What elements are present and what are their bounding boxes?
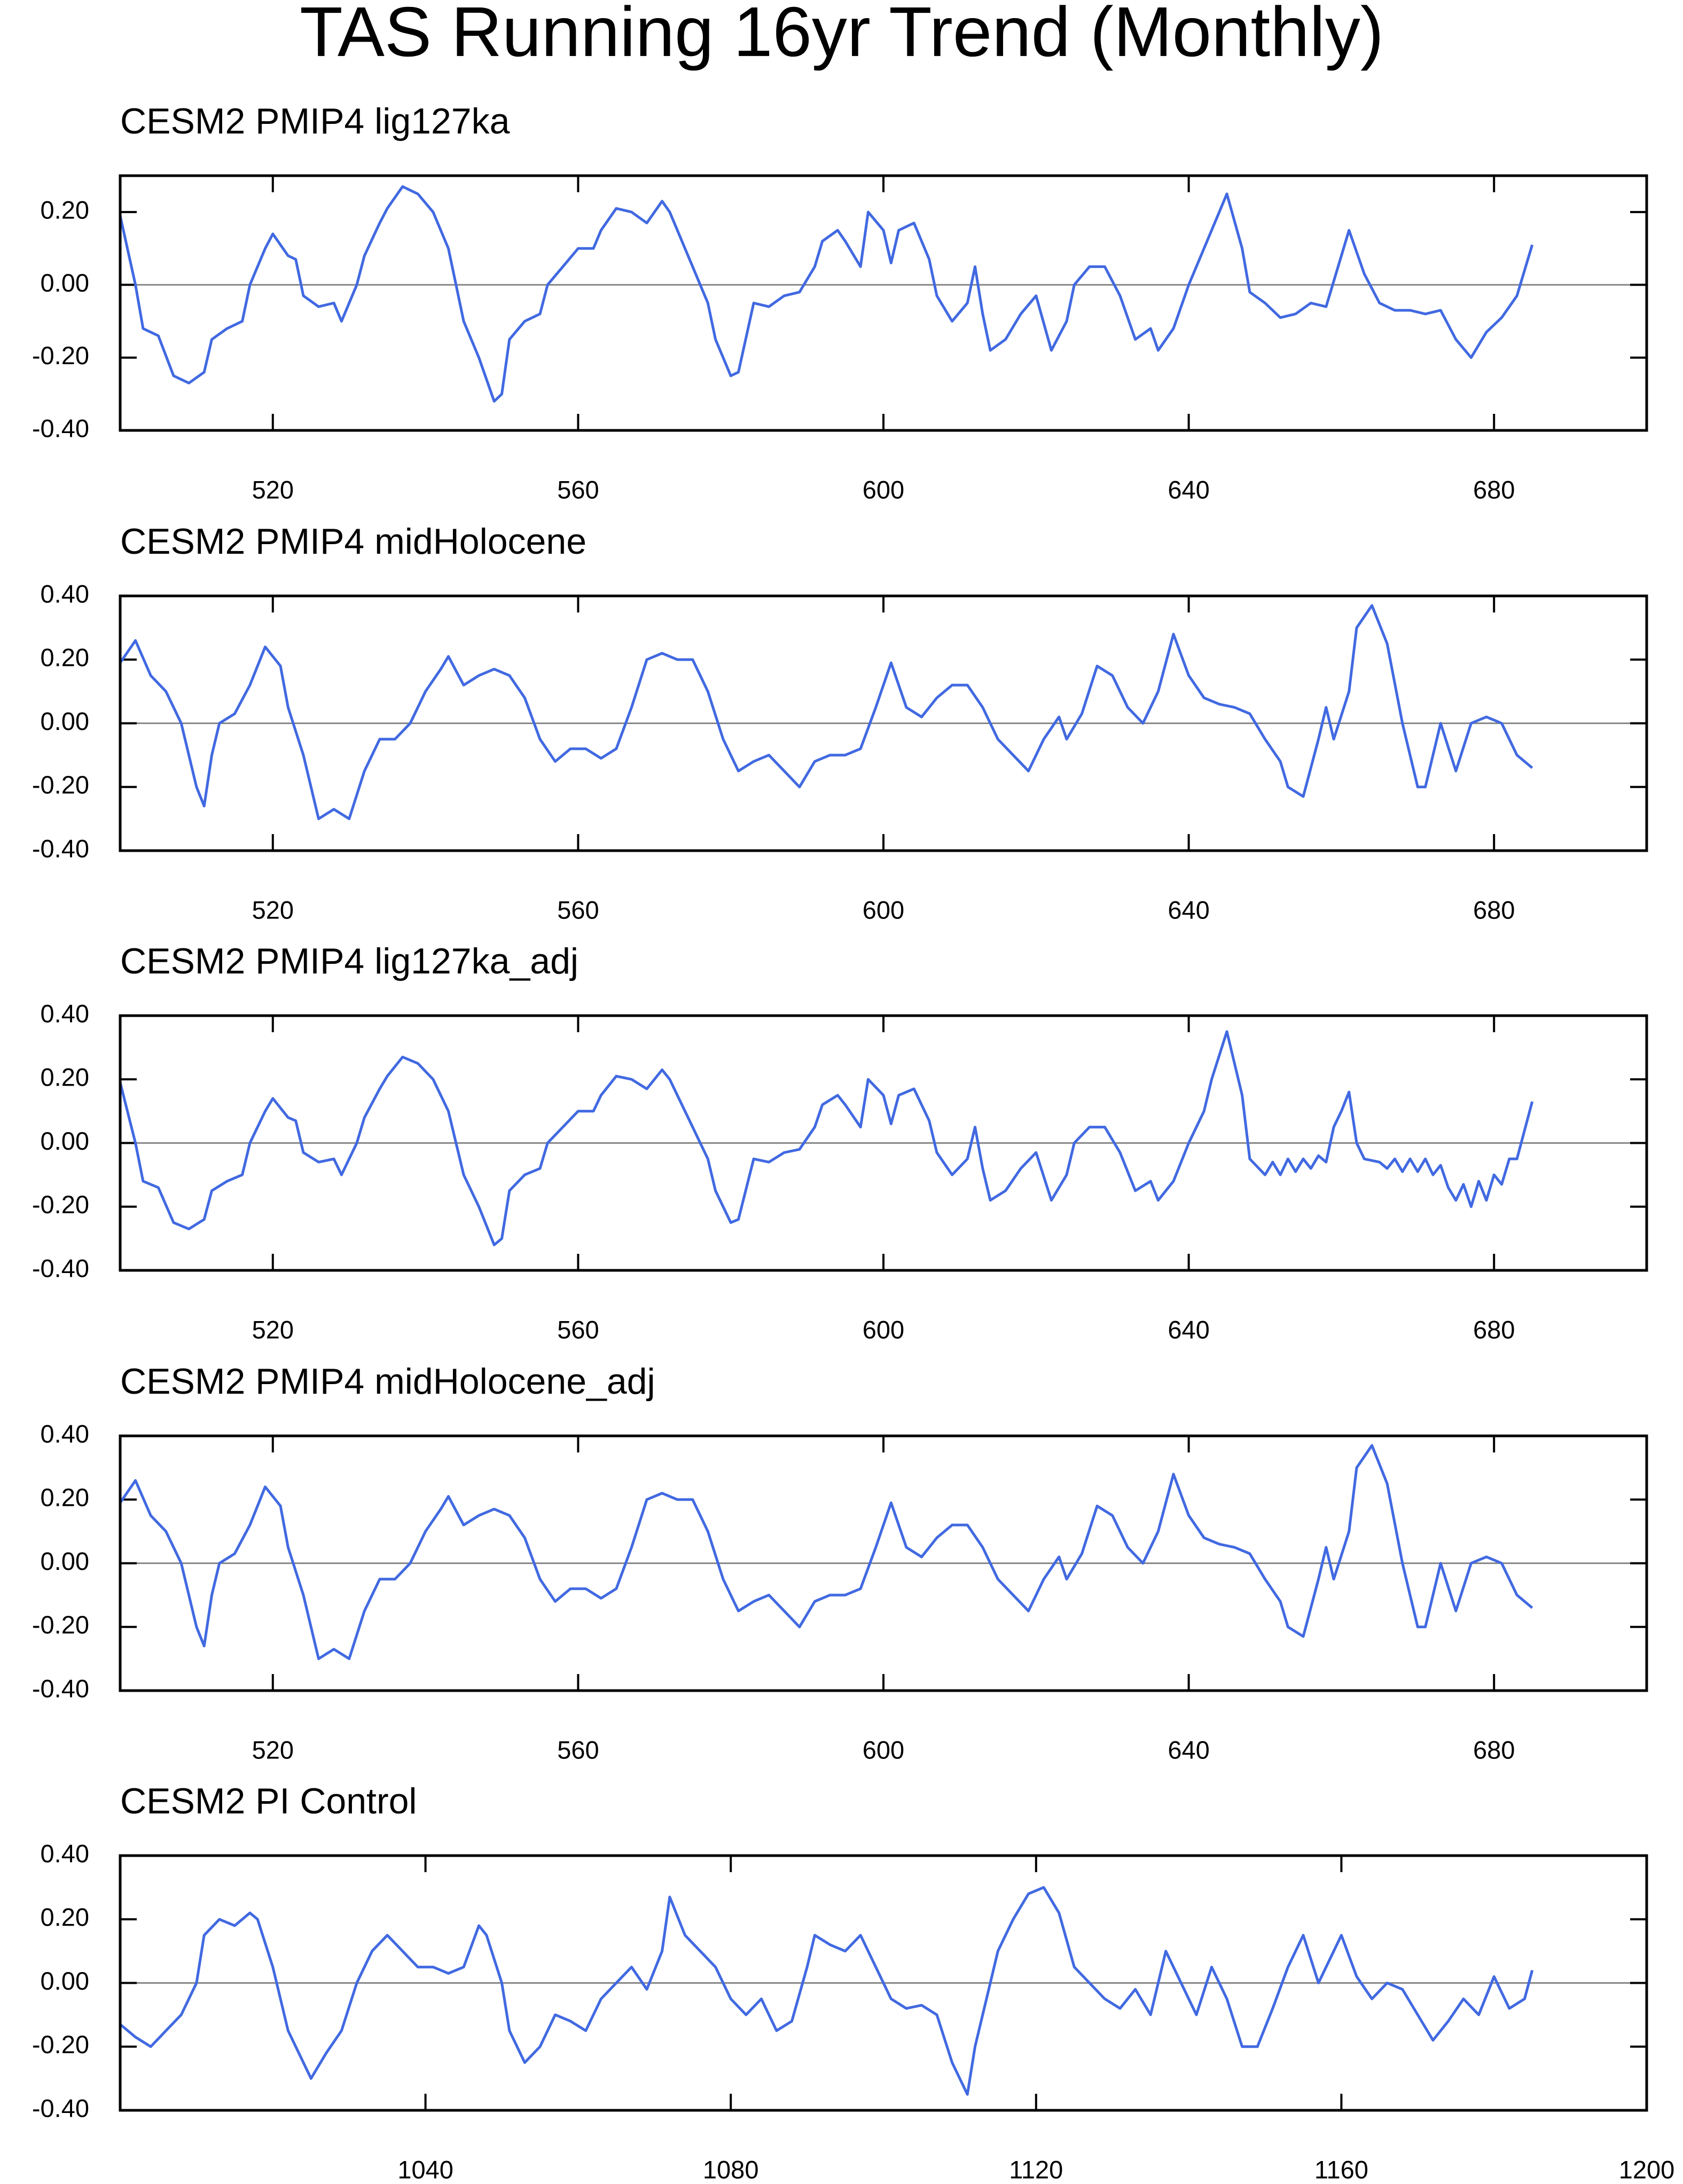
- y-tick-label: -0.20: [32, 771, 89, 799]
- plot-frame: [119, 1434, 1648, 1692]
- x-tick-label: 640: [1168, 475, 1209, 504]
- y-tick-label: 0.40: [41, 999, 89, 1027]
- x-tick-label: 600: [863, 1315, 904, 1344]
- figure-title: TAS Running 16yr Trend (Monthly): [300, 0, 1384, 71]
- y-tick-label: 0.40: [41, 1839, 89, 1867]
- y-tick-label: 0.40: [41, 1419, 89, 1448]
- plot-frame: [119, 594, 1648, 852]
- y-tick-label: 0.20: [41, 196, 89, 224]
- x-tick-label: 680: [1473, 895, 1515, 924]
- data-line: [119, 185, 1534, 403]
- x-tick-label: 600: [863, 475, 904, 504]
- x-tick-label: 640: [1168, 1735, 1209, 1764]
- x-tick-label: 520: [252, 1735, 294, 1764]
- plot-frame: [119, 174, 1648, 432]
- plot-frame: [119, 1854, 1648, 2112]
- y-tick-label: -0.20: [32, 1610, 89, 1639]
- x-tick-label: 680: [1473, 1735, 1515, 1764]
- x-tick-label: 1040: [397, 2155, 453, 2183]
- y-tick-label: 0.20: [41, 1063, 89, 1091]
- y-tick-label: 0.00: [41, 269, 89, 297]
- data-line: [119, 1030, 1534, 1246]
- x-tick-label: 680: [1473, 475, 1515, 504]
- y-tick-label: 0.20: [41, 1483, 89, 1512]
- x-tick-label: 1200: [1619, 2155, 1675, 2183]
- x-tick-label: 1160: [1314, 2155, 1368, 2183]
- x-tick-label: 680: [1473, 1315, 1515, 1344]
- y-tick-label: 0.00: [41, 1967, 89, 1995]
- y-tick-label: 0.00: [41, 1127, 89, 1155]
- x-tick-label: 600: [863, 895, 904, 924]
- plot-frame: [119, 1014, 1648, 1272]
- x-tick-label: 560: [557, 1315, 599, 1344]
- x-tick-label: 520: [252, 475, 294, 504]
- x-tick-label: 520: [252, 895, 294, 924]
- y-tick-label: 0.20: [41, 1903, 89, 1931]
- data-line: [119, 604, 1533, 820]
- panel-title: CESM2 PMIP4 midHolocene: [120, 521, 586, 562]
- y-tick-label: 0.00: [41, 1547, 89, 1575]
- x-tick-label: 640: [1168, 1315, 1209, 1344]
- y-tick-label: -0.20: [32, 1190, 89, 1219]
- x-tick-label: 560: [557, 1735, 599, 1764]
- panel-title: CESM2 PMIP4 midHolocene_adj: [120, 1361, 655, 1402]
- panel-title: CESM2 PI Control: [120, 1781, 417, 1821]
- x-tick-label: 520: [252, 1315, 294, 1344]
- y-tick-label: 0.00: [41, 707, 89, 735]
- y-tick-label: -0.40: [32, 1674, 89, 1702]
- y-tick-label: -0.40: [32, 2094, 89, 2122]
- x-tick-label: 640: [1168, 895, 1209, 924]
- y-tick-label: -0.40: [32, 414, 89, 442]
- y-tick-label: -0.40: [32, 834, 89, 862]
- x-tick-label: 560: [557, 895, 599, 924]
- y-tick-label: 0.20: [41, 643, 89, 672]
- panel-title: CESM2 PMIP4 lig127ka: [120, 101, 510, 142]
- x-tick-label: 560: [557, 475, 599, 504]
- y-tick-label: -0.20: [32, 341, 89, 370]
- panel-title: CESM2 PMIP4 lig127ka_adj: [120, 941, 578, 981]
- data-line: [119, 1886, 1534, 2096]
- y-tick-label: -0.20: [32, 2030, 89, 2059]
- x-tick-label: 1120: [1009, 2155, 1063, 2183]
- data-line: [119, 1444, 1533, 1660]
- x-tick-label: 1080: [703, 2155, 759, 2183]
- y-tick-label: -0.40: [32, 1254, 89, 1282]
- x-tick-label: 600: [863, 1735, 904, 1764]
- y-tick-label: 0.40: [41, 579, 89, 608]
